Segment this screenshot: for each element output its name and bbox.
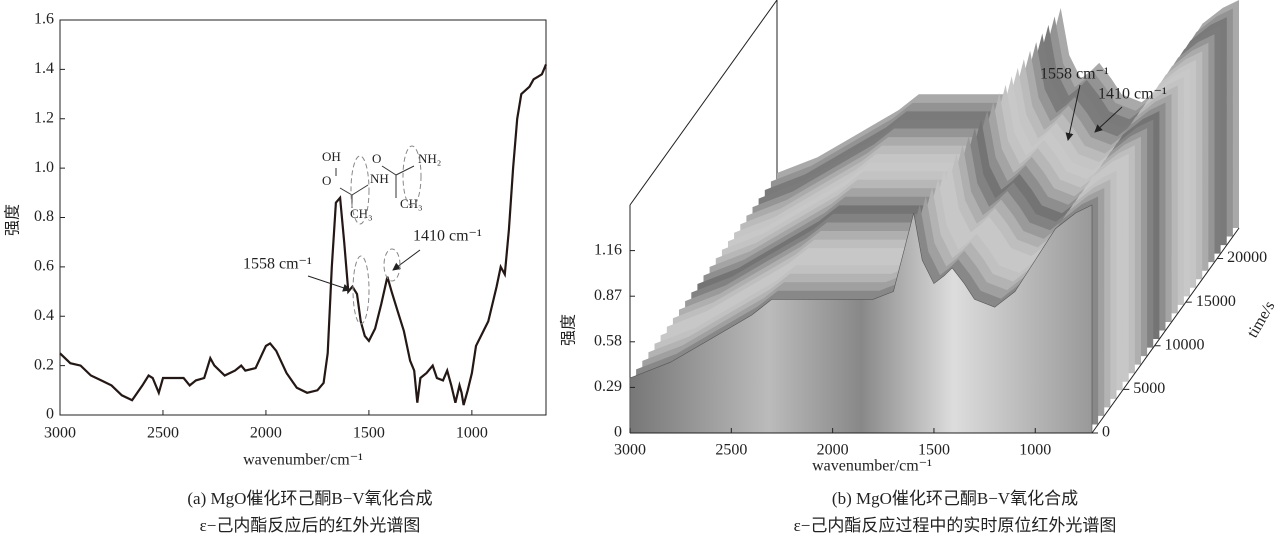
- structure-label: NH₂: [418, 151, 441, 166]
- caption: (a) MgO催化环己酮B−V氧化合成: [187, 489, 432, 508]
- annotation: 1558 cm⁻¹: [1040, 66, 1109, 83]
- x-axis-label: wavenumber/cm⁻¹: [243, 452, 363, 469]
- structure-label: CH₃: [400, 196, 423, 211]
- z-tick-label: 15000: [1196, 293, 1236, 310]
- caption: ε−己内酯反应后的红外光谱图: [200, 516, 421, 535]
- plot-frame: [59, 19, 547, 416]
- structure-label: O: [372, 151, 381, 166]
- structure-bond: [381, 165, 397, 176]
- highlight: [402, 145, 422, 207]
- caption: ε−己内酯反应过程中的实时原位红外光谱图: [794, 516, 1117, 535]
- y-tick-label: 0.6: [34, 258, 54, 275]
- highlight: [352, 255, 370, 325]
- caption: (b) MgO催化环己酮B−V氧化合成: [832, 489, 1078, 508]
- z-tick-label: 5000: [1133, 380, 1165, 397]
- y-tick-label: 0: [614, 424, 622, 441]
- annotation-arrow: [1065, 84, 1081, 141]
- structure-bond: [339, 187, 353, 196]
- spectrum-line: [59, 63, 548, 406]
- x-tick-label: 1500: [353, 425, 385, 442]
- x-tick-label: 1000: [456, 425, 488, 442]
- x-tick-label: 2000: [817, 442, 849, 459]
- y-tick-label: 0.4: [34, 307, 54, 324]
- z-axis: [1091, 227, 1240, 434]
- y-tick-label: 1.16: [594, 241, 622, 258]
- x-tick-label: 3000: [614, 442, 646, 459]
- surface-slice: [629, 204, 1093, 434]
- z-tick-label: 20000: [1227, 249, 1267, 266]
- z-tick-label: 10000: [1165, 336, 1205, 353]
- annotation-arrow: [307, 275, 351, 292]
- y-axis-label: 强度: [560, 314, 578, 346]
- y-tick-label: 0.58: [594, 332, 622, 349]
- x-tick-label: 1500: [918, 442, 950, 459]
- y-tick-label: 1.4: [34, 60, 54, 77]
- annotation: 1410 cm⁻¹: [413, 228, 482, 245]
- structure-label: OH: [322, 149, 341, 164]
- structure-label: NH: [370, 171, 389, 186]
- highlight: [350, 155, 370, 225]
- annotation-arrow: [1094, 106, 1123, 133]
- y-axis-label: 强度: [4, 204, 22, 236]
- x-tick-label: 1000: [1019, 442, 1051, 459]
- structure-label: O: [322, 173, 331, 188]
- annotation-arrow: [392, 249, 421, 271]
- x-tick-label: 2000: [250, 425, 282, 442]
- annotation: 1558 cm⁻¹: [243, 256, 312, 273]
- y-tick-label: 0.2: [34, 356, 54, 373]
- x-tick-label: 3000: [44, 425, 76, 442]
- y-tick-label: 0.8: [34, 208, 54, 225]
- y-tick-label: 0.29: [594, 378, 622, 395]
- y-tick-label: 1.6: [34, 11, 54, 28]
- y-tick-label: 1.2: [34, 109, 54, 126]
- frame: [629, 0, 778, 206]
- x-axis-label: wavenumber/cm⁻¹: [812, 458, 932, 475]
- structure-bond: [395, 165, 415, 176]
- highlight: [383, 248, 401, 282]
- x-tick-label: 2500: [147, 425, 179, 442]
- y-tick-label: 1.0: [34, 159, 54, 176]
- annotation: 1410 cm⁻¹: [1098, 86, 1167, 103]
- y-tick-label: 0: [46, 406, 54, 423]
- structure-bond: [351, 184, 369, 196]
- y-tick-label: 0.87: [594, 287, 622, 304]
- x-tick-label: 2500: [715, 442, 747, 459]
- z-tick-label: 0: [1102, 424, 1110, 441]
- z-axis-label: time/s: [1244, 298, 1278, 340]
